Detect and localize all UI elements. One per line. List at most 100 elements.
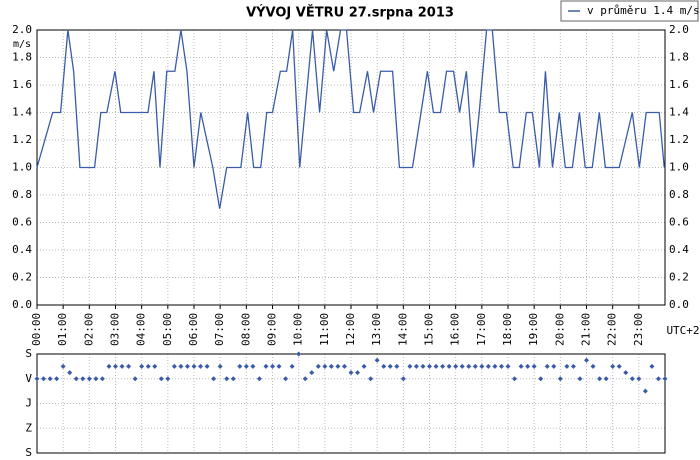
point [54,376,60,382]
x-tick-label: 07:00 [213,313,226,346]
chart-title: VÝVOJ VĚTRU 27.srpna 2013 [246,5,454,21]
point [106,363,112,369]
point [93,376,99,382]
x-tick-label: 13:00 [370,313,383,346]
x-tick-label: 03:00 [109,313,122,346]
x-tick-label: 08:00 [239,313,252,346]
point [165,376,171,382]
point [538,376,544,382]
point [283,376,289,382]
x-axis-label: UTC+2 [666,324,699,337]
point [387,363,393,369]
point [564,363,570,369]
point [472,363,478,369]
y-tick-label: 1.2 [12,133,32,146]
point [551,363,557,369]
point [73,376,79,382]
y-tick-label: 2.0 [12,23,32,36]
point [184,363,190,369]
point [584,357,589,363]
y-tick-label-right: 1.8 [669,51,689,64]
point [276,363,282,369]
point [67,370,73,376]
y-tick-label-right: 1.6 [669,78,689,91]
y-tick-label: 0.6 [12,216,32,229]
x-tick-label: 02:00 [82,313,95,346]
point [531,363,537,369]
point [381,363,387,369]
x-tick-label: 10:00 [292,313,305,346]
x-tick-label: 09:00 [266,313,279,346]
point [34,376,40,382]
point [453,363,459,369]
x-tick-label: 20:00 [553,313,566,346]
y-tick-label-right: 0.2 [669,271,689,284]
x-tick-label: 23:00 [632,313,645,346]
point [525,363,531,369]
point [374,357,380,363]
y-tick-label-right: 0.0 [669,298,689,311]
point [597,376,603,382]
point [315,363,321,369]
x-tick-label: 14:00 [396,313,409,346]
point [479,363,485,369]
point [132,376,138,382]
x-tick-label: 17:00 [475,313,488,346]
y-tick-label: S [25,446,32,459]
point [662,376,668,382]
point [636,376,642,382]
point [191,363,197,369]
point [113,363,118,369]
point [603,376,609,382]
point [433,363,439,369]
point [322,363,328,369]
point [616,363,622,369]
point [328,363,334,369]
y-tick-label-right: 2.0 [669,23,689,36]
x-tick-label: 00:00 [30,313,43,346]
line [36,29,665,209]
x-tick-label: 21:00 [580,313,593,346]
y-tick-label-right: 1.4 [669,106,689,119]
point [544,363,550,369]
point [394,363,400,369]
y-tick-label: 0.2 [12,271,32,284]
y-tick-label: J [25,397,32,410]
point [250,363,256,369]
point [296,351,302,357]
point [440,363,446,369]
point [570,363,576,369]
point [590,363,596,369]
y-tick-label-right: 1.2 [669,133,689,146]
y-tick-label: 1.0 [12,161,32,174]
point [139,363,145,369]
point [348,370,354,376]
point [557,376,563,382]
y-tick-label: S [25,347,32,360]
point [256,376,262,382]
point [204,363,210,369]
point [368,376,374,382]
point [302,376,308,382]
y-tick-label: 1.8 [12,51,32,64]
point [655,376,661,382]
point [485,363,491,369]
y-tick-label: 0.0 [12,298,32,311]
point [171,363,177,369]
point [642,388,648,394]
point [126,363,132,369]
point [158,376,164,382]
point [217,363,223,369]
point [243,363,249,369]
point [623,370,629,376]
y-tick-label: 0.4 [12,243,32,256]
point [80,376,86,382]
point [355,370,361,376]
x-tick-label: 01:00 [56,313,69,346]
point [99,376,105,382]
point [152,363,158,369]
y-tick-label: 0.8 [12,188,32,201]
y-tick-label: 1.6 [12,78,32,91]
point [335,363,341,369]
